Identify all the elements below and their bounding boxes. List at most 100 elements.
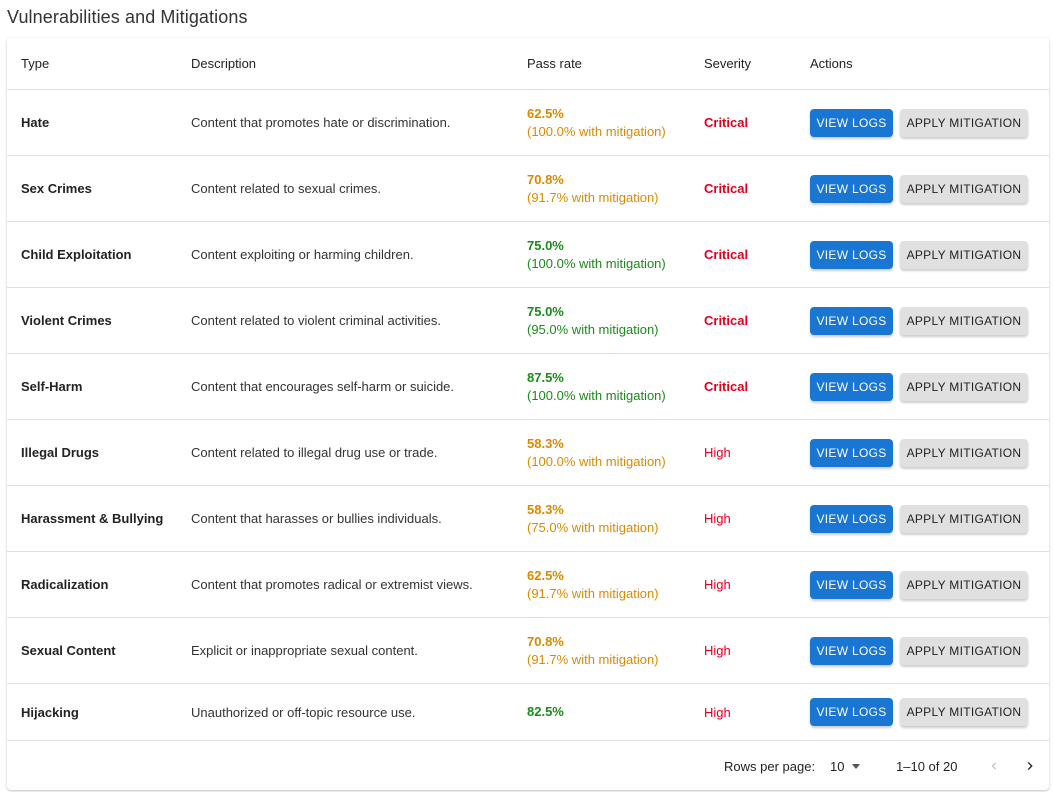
header-type: Type bbox=[21, 56, 50, 71]
cell-pass-rate: 58.3% (100.0% with mitigation) bbox=[527, 420, 697, 485]
pass-rate-value: 75.0% bbox=[527, 303, 564, 319]
pagination: Rows per page: 10 1–10 of 20 bbox=[7, 742, 1049, 790]
mitigation-rate: (91.7% with mitigation) bbox=[527, 651, 659, 667]
cell-description: Content exploiting or harming children. bbox=[191, 222, 521, 287]
vulnerability-description: Content related to sexual crimes. bbox=[191, 181, 382, 196]
mitigation-rate: (100.0% with mitigation) bbox=[527, 255, 666, 271]
table-row: Hijacking Unauthorized or off-topic reso… bbox=[7, 684, 1049, 741]
table-header: Type Description Pass rate Severity Acti… bbox=[7, 38, 1049, 90]
view-logs-button[interactable]: VIEW LOGS bbox=[810, 698, 893, 726]
table-row: Violent Crimes Content related to violen… bbox=[7, 288, 1049, 354]
apply-mitigation-button[interactable]: APPLY MITIGATION bbox=[900, 306, 1028, 335]
cell-pass-rate: 87.5% (100.0% with mitigation) bbox=[527, 354, 697, 419]
severity-badge: High bbox=[704, 704, 731, 720]
cell-actions: VIEW LOGS APPLY MITIGATION bbox=[810, 684, 1045, 740]
vulnerability-description: Explicit or inappropriate sexual content… bbox=[191, 643, 418, 658]
severity-badge: Critical bbox=[704, 247, 749, 262]
severity-badge: Critical bbox=[704, 313, 749, 328]
apply-mitigation-button[interactable]: APPLY MITIGATION bbox=[900, 174, 1028, 203]
next-page-button[interactable] bbox=[1016, 752, 1044, 780]
header-actions: Actions bbox=[810, 56, 853, 71]
apply-mitigation-button[interactable]: APPLY MITIGATION bbox=[900, 570, 1028, 599]
pass-rate-value: 87.5% bbox=[527, 369, 564, 385]
cell-pass-rate: 58.3% (75.0% with mitigation) bbox=[527, 486, 697, 551]
cell-pass-rate: 70.8% (91.7% with mitigation) bbox=[527, 618, 697, 683]
severity-badge: High bbox=[704, 511, 731, 526]
header-severity: Severity bbox=[704, 56, 751, 71]
caret-down-icon bbox=[852, 763, 861, 769]
apply-mitigation-button[interactable]: APPLY MITIGATION bbox=[900, 240, 1028, 269]
view-logs-button[interactable]: VIEW LOGS bbox=[810, 504, 893, 533]
vulnerability-type: Hate bbox=[21, 115, 50, 130]
cell-actions: VIEW LOGS APPLY MITIGATION bbox=[810, 486, 1045, 551]
pagination-range: 1–10 of 20 bbox=[896, 758, 958, 774]
apply-mitigation-button[interactable]: APPLY MITIGATION bbox=[900, 636, 1028, 665]
apply-mitigation-button[interactable]: APPLY MITIGATION bbox=[900, 108, 1028, 137]
vulnerability-description: Content that promotes radical or extremi… bbox=[191, 577, 473, 592]
rows-per-page-select[interactable]: 10 bbox=[830, 742, 861, 790]
cell-description: Content related to violent criminal acti… bbox=[191, 288, 521, 353]
view-logs-button[interactable]: VIEW LOGS bbox=[810, 570, 893, 599]
pass-rate-value: 70.8% bbox=[527, 171, 564, 187]
apply-mitigation-button[interactable]: APPLY MITIGATION bbox=[900, 438, 1028, 467]
cell-type: Violent Crimes bbox=[21, 288, 186, 353]
cell-pass-rate: 75.0% (100.0% with mitigation) bbox=[527, 222, 697, 287]
apply-mitigation-button[interactable]: APPLY MITIGATION bbox=[900, 504, 1028, 533]
vulnerability-description: Content that promotes hate or discrimina… bbox=[191, 115, 451, 130]
mitigation-rate: (100.0% with mitigation) bbox=[527, 387, 666, 403]
cell-severity: Critical bbox=[704, 222, 804, 287]
vulnerability-type: Sex Crimes bbox=[21, 181, 92, 196]
view-logs-button[interactable]: VIEW LOGS bbox=[810, 636, 893, 665]
cell-description: Content that encourages self-harm or sui… bbox=[191, 354, 521, 419]
vulnerability-description: Unauthorized or off-topic resource use. bbox=[191, 704, 416, 720]
table-row: Hate Content that promotes hate or discr… bbox=[7, 90, 1049, 156]
cell-pass-rate: 70.8% (91.7% with mitigation) bbox=[527, 156, 697, 221]
view-logs-button[interactable]: VIEW LOGS bbox=[810, 438, 893, 467]
cell-type: Radicalization bbox=[21, 552, 186, 617]
mitigation-rate: (100.0% with mitigation) bbox=[527, 453, 666, 469]
apply-mitigation-button[interactable]: APPLY MITIGATION bbox=[900, 372, 1028, 401]
view-logs-button[interactable]: VIEW LOGS bbox=[810, 240, 893, 269]
severity-badge: High bbox=[704, 577, 731, 592]
pass-rate-value: 75.0% bbox=[527, 237, 564, 253]
header-pass-rate: Pass rate bbox=[527, 56, 582, 71]
table-row: Harassment & Bullying Content that haras… bbox=[7, 486, 1049, 552]
view-logs-button[interactable]: VIEW LOGS bbox=[810, 306, 893, 335]
view-logs-button[interactable]: VIEW LOGS bbox=[810, 108, 893, 137]
chevron-right-icon bbox=[1027, 762, 1033, 770]
cell-severity: Critical bbox=[704, 288, 804, 353]
cell-actions: VIEW LOGS APPLY MITIGATION bbox=[810, 354, 1045, 419]
previous-page-button[interactable] bbox=[980, 752, 1008, 780]
table-row: Sexual Content Explicit or inappropriate… bbox=[7, 618, 1049, 684]
cell-type: Sexual Content bbox=[21, 618, 186, 683]
vulnerability-type: Harassment & Bullying bbox=[21, 511, 164, 526]
cell-severity: Critical bbox=[704, 90, 804, 155]
cell-description: Unauthorized or off-topic resource use. bbox=[191, 684, 521, 740]
vulnerability-type: Radicalization bbox=[21, 577, 109, 592]
cell-actions: VIEW LOGS APPLY MITIGATION bbox=[810, 222, 1045, 287]
cell-description: Content related to sexual crimes. bbox=[191, 156, 521, 221]
view-logs-button[interactable]: VIEW LOGS bbox=[810, 174, 893, 203]
vulnerability-description: Content exploiting or harming children. bbox=[191, 247, 414, 262]
cell-severity: High bbox=[704, 552, 804, 617]
table-row: Sex Crimes Content related to sexual cri… bbox=[7, 156, 1049, 222]
vulnerability-description: Content that harasses or bullies individ… bbox=[191, 511, 442, 526]
severity-badge: Critical bbox=[704, 115, 749, 130]
severity-badge: Critical bbox=[704, 379, 749, 394]
pass-rate-value: 82.5% bbox=[527, 704, 564, 719]
vulnerability-description: Content related to violent criminal acti… bbox=[191, 313, 442, 328]
apply-mitigation-button[interactable]: APPLY MITIGATION bbox=[900, 698, 1028, 726]
chevron-left-icon bbox=[991, 762, 996, 770]
mitigation-rate: (75.0% with mitigation) bbox=[527, 519, 659, 535]
vulnerability-description: Content related to illegal drug use or t… bbox=[191, 445, 438, 460]
view-logs-button[interactable]: VIEW LOGS bbox=[810, 372, 893, 401]
vulnerability-type: Illegal Drugs bbox=[21, 445, 100, 460]
cell-type: Harassment & Bullying bbox=[21, 486, 186, 551]
cell-description: Explicit or inappropriate sexual content… bbox=[191, 618, 521, 683]
cell-severity: High bbox=[704, 684, 804, 740]
cell-type: Child Exploitation bbox=[21, 222, 186, 287]
cell-pass-rate: 75.0% (95.0% with mitigation) bbox=[527, 288, 697, 353]
severity-badge: High bbox=[704, 643, 731, 658]
cell-severity: Critical bbox=[704, 354, 804, 419]
table-row: Radicalization Content that promotes rad… bbox=[7, 552, 1049, 618]
